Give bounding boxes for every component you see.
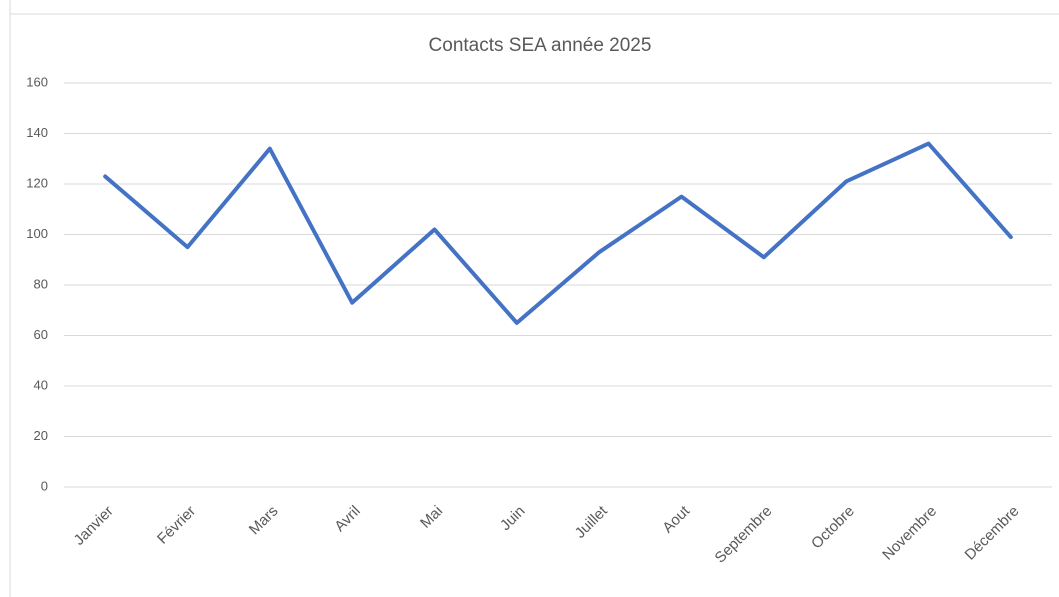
chart-title: Contacts SEA année 2025	[429, 35, 652, 56]
x-tick-label: Décembre	[962, 503, 1023, 564]
y-tick-label: 80	[34, 276, 48, 291]
x-tick-label: Juin	[497, 503, 528, 534]
y-tick-label: 0	[41, 478, 48, 493]
y-tick-label: 60	[34, 327, 48, 342]
line	[103, 141, 1013, 325]
y-tick-label: 140	[26, 125, 48, 140]
y-tick-label: 160	[26, 74, 48, 89]
x-tick-label: Février	[154, 503, 199, 548]
x-tick-label: Janvier	[71, 503, 117, 549]
x-tick-label: Juillet	[572, 502, 612, 542]
y-tick-label: 20	[34, 428, 48, 443]
y-tick-label: 40	[34, 377, 48, 392]
x-tick-label: Avril	[331, 503, 363, 535]
x-tick-label: Mai	[417, 503, 446, 532]
x-tick-label: Octobre	[808, 503, 858, 553]
x-tick-label: Novembre	[879, 503, 940, 564]
x-tick-label: Aout	[659, 502, 693, 536]
x-tick-label: Septembre	[712, 503, 776, 567]
y-tick-label: 120	[26, 175, 48, 190]
x-tick-label: Mars	[246, 503, 282, 539]
y-tick-label: 100	[26, 226, 48, 241]
